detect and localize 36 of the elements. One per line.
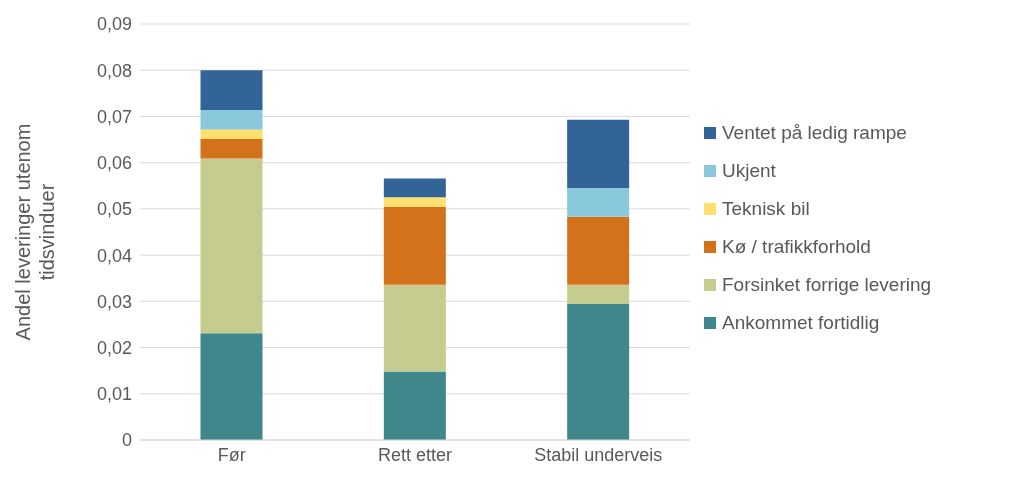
bar <box>200 70 263 110</box>
legend-label: Teknisk bil <box>722 198 810 220</box>
bar <box>200 109 263 130</box>
bar <box>567 304 630 440</box>
bar <box>383 178 446 198</box>
x-tick-label: Stabil underveis <box>534 444 663 465</box>
y-tick-label: 0,06 <box>96 153 132 174</box>
y-tick-label: 0,05 <box>96 199 132 220</box>
x-tick-label: Rett etter <box>377 444 453 465</box>
bar <box>383 197 446 208</box>
bar <box>383 284 446 372</box>
legend-label: Forsinket forrige levering <box>722 274 932 296</box>
y-tick-label: 0,01 <box>96 384 132 405</box>
bar <box>567 119 630 189</box>
legend-label: Ukjent <box>722 160 776 182</box>
y-tick-label: 0,03 <box>96 291 132 312</box>
bar <box>200 139 263 159</box>
legend-label: Ventet på ledig rampe <box>722 122 907 144</box>
y-tick-label: 0,09 <box>96 14 132 35</box>
y-tick-label: 0,08 <box>96 60 132 81</box>
bar <box>567 284 630 305</box>
y-tick-label: 0,07 <box>96 106 132 127</box>
bar <box>383 207 446 285</box>
y-tick-label: 0,04 <box>96 245 132 266</box>
legend-label: Ankommet fortidlig <box>722 312 880 334</box>
x-tick-label: Før <box>217 444 246 465</box>
bar <box>200 129 263 140</box>
legend-label: Kø / trafikkforhold <box>722 236 871 258</box>
bar <box>567 216 630 285</box>
y-tick-label: 0,02 <box>96 337 132 358</box>
bar <box>383 371 446 440</box>
bar <box>567 188 630 217</box>
bar <box>200 158 263 334</box>
bar <box>200 333 263 440</box>
y-tick-label: 0 <box>121 430 132 451</box>
y-axis-title: Andel leveringer utenom tidsvinduer <box>12 123 58 341</box>
